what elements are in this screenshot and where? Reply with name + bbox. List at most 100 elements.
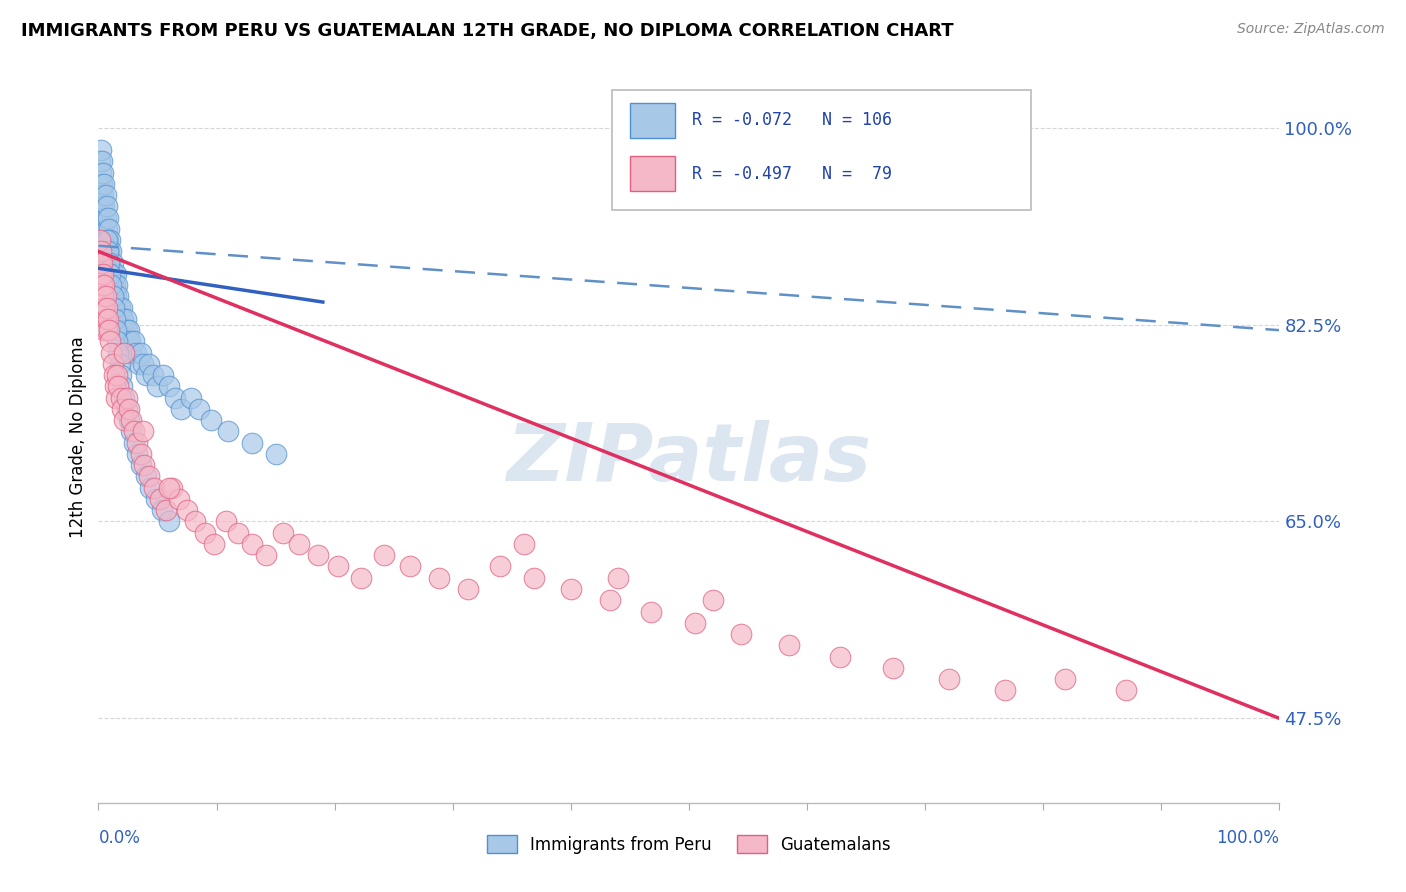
FancyBboxPatch shape — [630, 103, 675, 138]
Point — [111, 379, 134, 393]
Point — [93, 222, 115, 236]
Point — [111, 401, 134, 416]
Point — [121, 413, 143, 427]
Point — [90, 211, 112, 225]
Point — [240, 435, 263, 450]
Point — [200, 413, 222, 427]
Point — [101, 357, 124, 371]
Point — [89, 199, 111, 213]
Point — [138, 469, 160, 483]
Point — [101, 255, 124, 269]
Point — [90, 188, 112, 202]
Point — [100, 345, 122, 359]
Point — [98, 255, 121, 269]
Text: R = -0.072   N = 106: R = -0.072 N = 106 — [693, 112, 893, 129]
Point — [91, 222, 114, 236]
Point — [115, 391, 138, 405]
Legend: Immigrants from Peru, Guatemalans: Immigrants from Peru, Guatemalans — [481, 829, 897, 860]
Point — [93, 278, 115, 293]
Text: 100.0%: 100.0% — [1216, 829, 1279, 847]
Point — [104, 312, 127, 326]
Point — [97, 244, 120, 259]
Point — [288, 537, 311, 551]
Point — [105, 301, 128, 315]
Point — [89, 233, 111, 247]
Point — [105, 289, 128, 303]
Point — [89, 255, 111, 269]
Point — [830, 649, 852, 664]
Point — [702, 593, 724, 607]
Point — [107, 345, 129, 359]
Point — [157, 379, 180, 393]
Point — [110, 391, 132, 405]
Point — [96, 244, 118, 259]
Point — [489, 559, 512, 574]
Point — [560, 582, 582, 596]
Point — [91, 154, 114, 169]
Point — [271, 525, 294, 540]
Point — [155, 503, 177, 517]
Point — [128, 357, 150, 371]
Text: ZIPatlas: ZIPatlas — [506, 420, 872, 498]
Point — [118, 413, 141, 427]
Point — [91, 289, 114, 303]
Point — [112, 413, 135, 427]
Point — [93, 199, 115, 213]
Point — [93, 177, 115, 191]
Point — [96, 323, 118, 337]
Point — [142, 481, 165, 495]
Point — [105, 391, 128, 405]
Point — [202, 537, 225, 551]
Point — [112, 391, 135, 405]
Point — [98, 222, 121, 236]
Point — [98, 323, 121, 337]
Point — [101, 289, 124, 303]
Point — [90, 222, 112, 236]
Point — [110, 368, 132, 383]
Point — [165, 391, 187, 405]
Point — [399, 559, 422, 574]
Point — [98, 244, 121, 259]
Point — [457, 582, 479, 596]
Text: 0.0%: 0.0% — [98, 829, 141, 847]
Point — [157, 481, 180, 495]
Point — [122, 435, 145, 450]
Point — [97, 312, 120, 326]
Point — [132, 425, 155, 439]
Point — [129, 447, 152, 461]
Point — [121, 345, 143, 359]
Point — [160, 481, 183, 495]
Point — [104, 379, 127, 393]
Point — [108, 357, 131, 371]
Point — [264, 447, 287, 461]
Point — [97, 211, 120, 225]
Point — [139, 481, 162, 495]
Point — [134, 458, 156, 473]
Point — [778, 638, 800, 652]
Point — [93, 323, 115, 337]
FancyBboxPatch shape — [612, 90, 1032, 211]
Point — [150, 503, 173, 517]
Point — [607, 571, 630, 585]
Point — [118, 401, 141, 416]
Point — [138, 357, 160, 371]
Point — [122, 425, 145, 439]
Point — [89, 154, 111, 169]
Point — [328, 559, 350, 574]
Point — [94, 289, 117, 303]
Y-axis label: 12th Grade, No Diploma: 12th Grade, No Diploma — [69, 336, 87, 538]
Point — [105, 267, 128, 281]
Point — [90, 244, 112, 259]
Point — [90, 289, 112, 303]
Point — [122, 334, 145, 349]
Point — [91, 278, 114, 293]
Point — [115, 401, 138, 416]
Point — [90, 143, 112, 157]
Point — [105, 368, 128, 383]
Point — [132, 357, 155, 371]
Point — [98, 334, 121, 349]
Text: R = -0.497   N =  79: R = -0.497 N = 79 — [693, 165, 893, 183]
Point — [152, 368, 174, 383]
Point — [938, 672, 960, 686]
Point — [683, 615, 706, 630]
